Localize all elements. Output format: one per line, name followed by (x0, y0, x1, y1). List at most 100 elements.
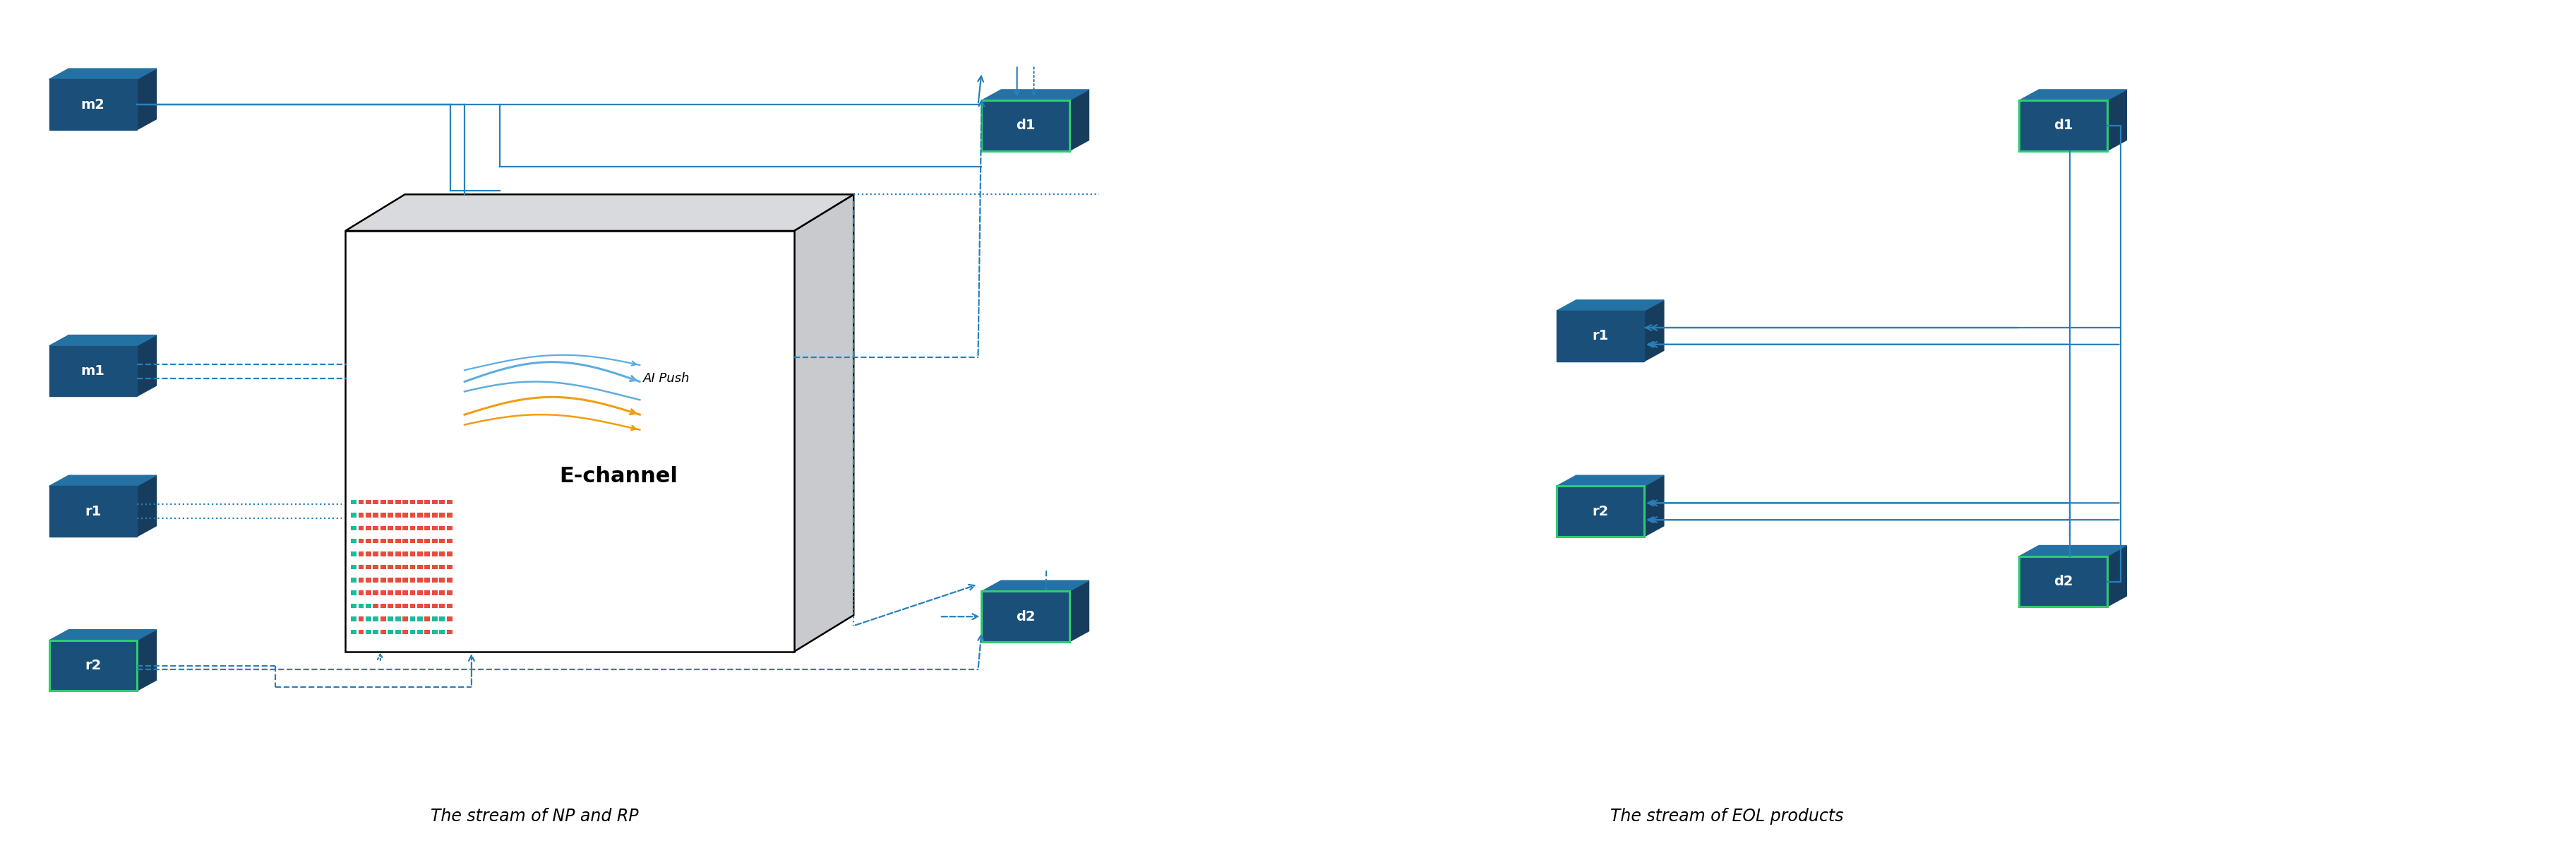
Bar (425, 578, 430, 582)
Bar (440, 630, 446, 634)
Bar (440, 539, 446, 543)
Polygon shape (1556, 300, 1664, 311)
Bar (389, 591, 394, 595)
Bar (417, 500, 422, 504)
Bar (394, 591, 402, 595)
Polygon shape (1643, 476, 1664, 536)
Bar (350, 591, 355, 595)
Bar (366, 513, 371, 517)
Bar (433, 617, 438, 621)
Bar (394, 604, 402, 608)
Polygon shape (49, 640, 137, 691)
Polygon shape (1556, 486, 1643, 536)
Bar (389, 513, 394, 517)
Bar (389, 604, 394, 608)
Bar (394, 578, 402, 582)
Bar (440, 500, 446, 504)
Bar (381, 578, 386, 582)
Bar (402, 552, 407, 556)
Polygon shape (1556, 476, 1664, 486)
Polygon shape (49, 346, 137, 396)
Text: d2: d2 (2053, 575, 2074, 588)
Bar (394, 617, 402, 621)
Bar (410, 526, 415, 530)
Bar (366, 565, 371, 569)
Bar (433, 526, 438, 530)
Polygon shape (793, 195, 853, 651)
Bar (440, 513, 446, 517)
Bar (425, 591, 430, 595)
Bar (389, 565, 394, 569)
Bar (446, 578, 453, 582)
Bar (389, 500, 394, 504)
Bar (402, 604, 407, 608)
Polygon shape (1069, 90, 1090, 151)
Bar (440, 578, 446, 582)
Bar (374, 630, 379, 634)
Polygon shape (2020, 546, 2128, 556)
Bar (402, 617, 407, 621)
Text: r1: r1 (85, 504, 100, 518)
Polygon shape (49, 486, 137, 536)
Bar (433, 565, 438, 569)
Bar (402, 500, 407, 504)
Bar (402, 539, 407, 543)
Bar (366, 617, 371, 621)
Bar (374, 552, 379, 556)
Bar (410, 513, 415, 517)
Bar (366, 578, 371, 582)
Bar (402, 526, 407, 530)
Bar (425, 552, 430, 556)
Bar (389, 552, 394, 556)
Bar (417, 578, 422, 582)
Bar (366, 604, 371, 608)
Bar (358, 552, 363, 556)
Bar (358, 565, 363, 569)
Bar (446, 591, 453, 595)
Bar (389, 539, 394, 543)
Bar (389, 526, 394, 530)
Bar (366, 552, 371, 556)
Bar (381, 604, 386, 608)
Bar (433, 591, 438, 595)
Polygon shape (1069, 580, 1090, 642)
Bar (366, 500, 371, 504)
Bar (440, 565, 446, 569)
Bar (417, 630, 422, 634)
Text: r2: r2 (1592, 504, 1607, 518)
Polygon shape (2107, 546, 2128, 606)
Bar (410, 500, 415, 504)
Polygon shape (49, 80, 137, 130)
Bar (381, 526, 386, 530)
Bar (433, 539, 438, 543)
Bar (440, 552, 446, 556)
Polygon shape (49, 476, 157, 486)
Polygon shape (981, 592, 1069, 642)
Bar (374, 526, 379, 530)
Bar (417, 552, 422, 556)
Bar (350, 565, 355, 569)
Bar (358, 630, 363, 634)
Bar (381, 513, 386, 517)
Bar (433, 552, 438, 556)
Bar (358, 539, 363, 543)
Bar (402, 513, 407, 517)
Polygon shape (137, 630, 157, 691)
Bar (417, 526, 422, 530)
Polygon shape (137, 476, 157, 536)
Bar (440, 526, 446, 530)
Bar (389, 578, 394, 582)
Bar (374, 604, 379, 608)
Bar (350, 526, 355, 530)
Bar (366, 630, 371, 634)
Bar (374, 578, 379, 582)
Bar (433, 630, 438, 634)
Bar (394, 552, 402, 556)
Polygon shape (2020, 90, 2128, 100)
Bar (425, 617, 430, 621)
Bar (446, 617, 453, 621)
Polygon shape (49, 68, 157, 80)
Bar (446, 539, 453, 543)
Text: d2: d2 (1015, 610, 1036, 624)
Bar (374, 513, 379, 517)
